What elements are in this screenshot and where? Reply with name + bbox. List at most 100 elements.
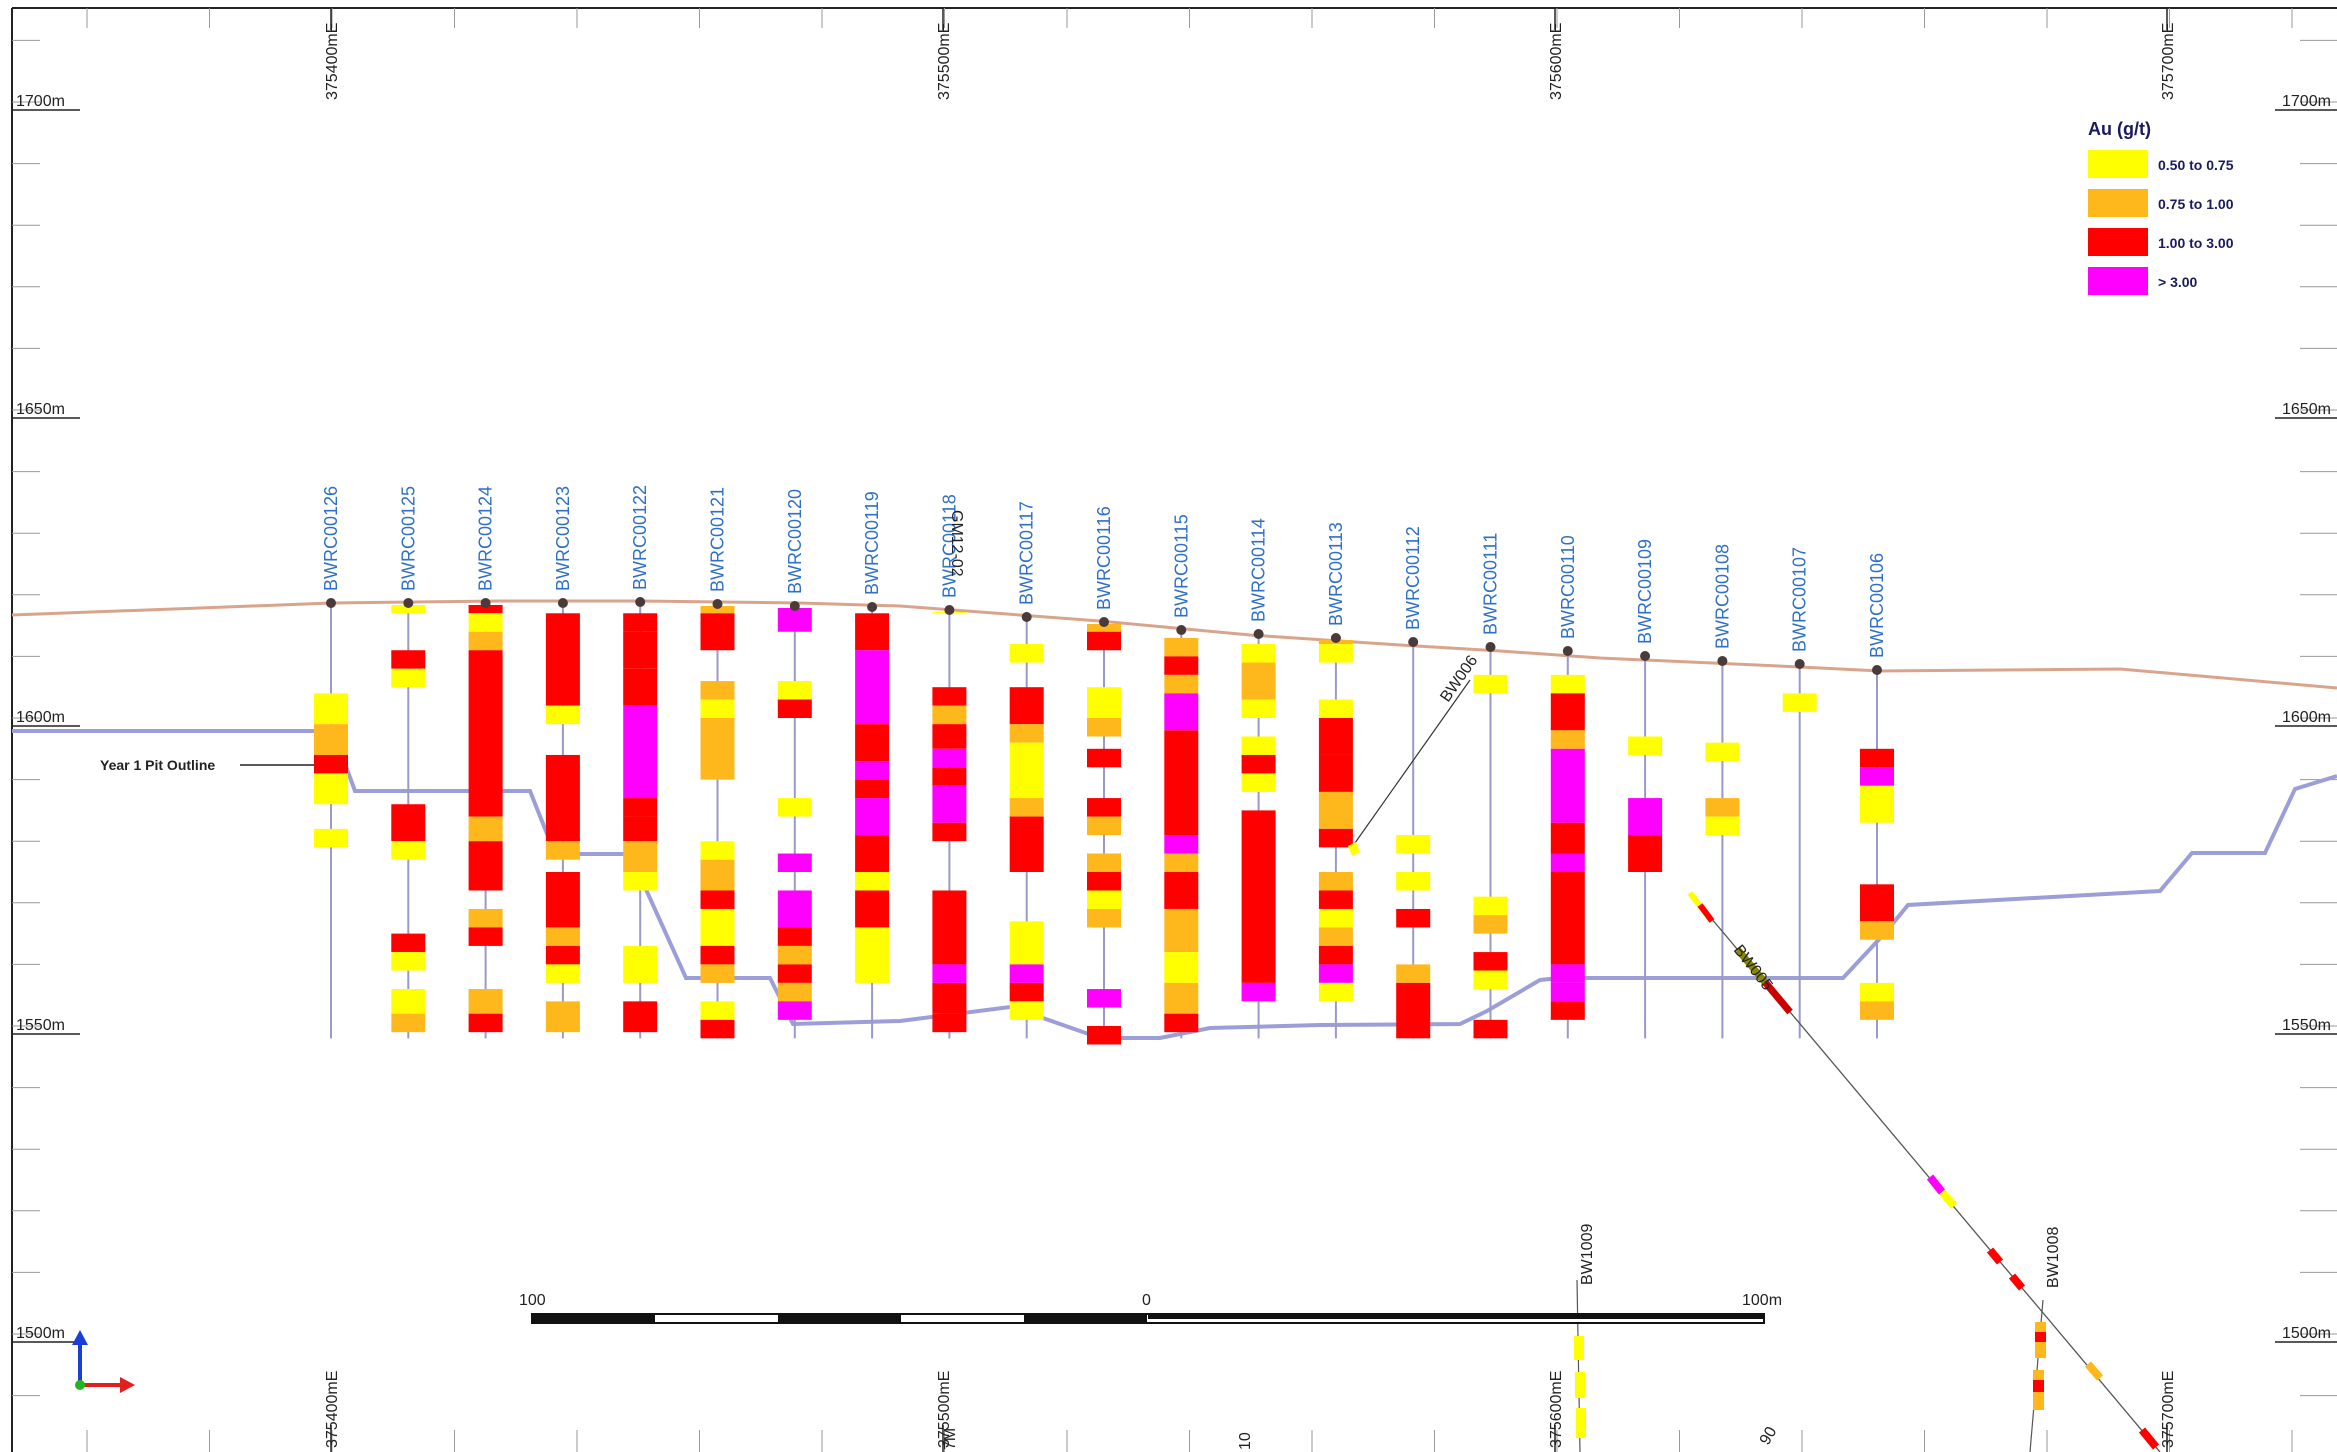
assay-interval <box>1628 835 1663 872</box>
assay-interval <box>391 952 426 971</box>
collar-marker <box>1872 665 1882 675</box>
assay-interval <box>777 982 812 1002</box>
collar-marker <box>1176 625 1187 635</box>
drillhole-traces: BWRC00126 BWRC00125 BWRC00124 BWRC00123 BWRC… <box>314 485 1894 1045</box>
pit-outline-label: Year 1 Pit Outline <box>100 757 215 773</box>
assay-interval <box>700 681 735 700</box>
drillhole-label: BWRC00109 <box>1635 539 1655 644</box>
easting-label-top: 375600mE <box>1548 23 1565 100</box>
assay-interval <box>1705 816 1740 836</box>
assay-interval <box>855 927 890 983</box>
drillhole-bwrc00113: BWRC00113 <box>1318 522 1353 1039</box>
legend-label: 1.00 to 3.00 <box>2158 235 2234 251</box>
assay-interval <box>391 668 426 688</box>
assay-interval <box>391 989 426 1014</box>
scale-bar: 100 0 100m <box>519 1292 1782 1324</box>
drillhole-bwrc00117: BWRC00117 <box>1009 501 1044 1039</box>
assay-interval <box>700 1019 735 1039</box>
assay-interval <box>623 668 658 706</box>
assay-interval <box>1318 754 1353 792</box>
assay-interval <box>1550 674 1585 694</box>
collar-marker <box>789 601 800 611</box>
assay-interval <box>1782 693 1817 712</box>
assay-interval <box>855 872 890 891</box>
easting-labels: 375400mE 375400mE 375500mE 375500mE 375600mE… <box>324 8 2177 1452</box>
assay-interval <box>1318 945 1353 965</box>
assay-interval <box>1473 674 1508 694</box>
assay-interval <box>1164 982 1199 1014</box>
assay-interval <box>700 699 735 718</box>
assay-interval <box>1241 754 1276 774</box>
assay-interval <box>623 841 658 872</box>
assay-interval <box>932 964 967 983</box>
assay-interval <box>1164 730 1199 836</box>
assay-interval <box>545 754 580 842</box>
drillhole-label: BWRC00106 <box>1867 553 1887 658</box>
assay-interval <box>777 890 812 928</box>
drillhole-label: BWRC00122 <box>630 485 650 590</box>
assay-interval <box>1473 896 1508 916</box>
assay-interval <box>391 841 426 860</box>
assay-interval <box>1009 742 1044 799</box>
collar-marker <box>1021 612 1032 622</box>
assay-interval <box>1164 637 1199 657</box>
assay-interval <box>1009 921 1044 965</box>
assay-interval <box>1473 970 1508 990</box>
assay-interval <box>1318 791 1353 829</box>
partial-hole-label: 7M <box>942 1428 959 1450</box>
au-grade-legend: Au (g/t) 0.50 to 0.75 0.75 to 1.00 1.00 to… <box>2088 119 2234 295</box>
assay-interval <box>314 693 348 725</box>
assay-interval <box>468 816 503 842</box>
assay-interval <box>1396 908 1431 928</box>
elevation-labels: 1700m 1700m 1650m 1650m 1600m 1600m 1550m 1550m… <box>12 93 2337 1343</box>
assay-interval <box>623 798 658 817</box>
drillhole-bwrc00114: BWRC00114 <box>1241 518 1276 1039</box>
easting-label-top: 375500mE <box>936 23 953 100</box>
easting-label-bottom: 375400mE <box>324 1371 341 1448</box>
assay-interval <box>1241 736 1276 755</box>
assay-interval <box>1860 884 1894 922</box>
angled-hole-gm12-02: GM12-02 <box>948 510 965 577</box>
assay-interval <box>468 927 503 946</box>
assay-interval <box>855 613 890 651</box>
assay-interval <box>468 650 503 817</box>
drillhole-label: BWRC00111 <box>1481 533 1501 635</box>
collar-marker <box>1330 633 1341 643</box>
drillhole-label: BWRC00123 <box>553 486 573 591</box>
assay-interval <box>468 631 503 651</box>
collar-marker <box>867 602 878 612</box>
assay-interval <box>623 872 658 891</box>
assay-interval <box>1318 718 1353 755</box>
assay-interval <box>1396 872 1431 891</box>
assay-interval <box>314 724 348 755</box>
drillhole-bwrc00118: BWRC00118 <box>932 494 967 1039</box>
assay-interval <box>855 835 890 872</box>
assay-interval <box>623 816 658 842</box>
drillhole-label: BWRC00116 <box>1094 506 1114 610</box>
assay-interval <box>1318 699 1353 718</box>
assay-interval <box>1087 1026 1121 1045</box>
assay-interval <box>700 606 735 614</box>
drillhole-label: BWRC00124 <box>476 486 496 591</box>
assay-interval <box>1087 687 1121 718</box>
assay-interval <box>777 681 812 700</box>
assay-interval <box>932 687 967 706</box>
section-grid <box>12 8 2337 1452</box>
elevation-label-right: 1550m <box>2282 1017 2331 1034</box>
elevation-label-left: 1550m <box>16 1017 65 1034</box>
assay-interval <box>1009 798 1044 817</box>
assay-interval <box>1241 982 1276 1002</box>
assay-interval <box>777 1001 812 1020</box>
assay-interval <box>1009 724 1044 743</box>
pit-outline-line <box>12 729 2337 1040</box>
drillhole-label: BWRC00113 <box>1326 522 1346 626</box>
collar-marker <box>1640 651 1651 661</box>
assay-interval <box>1164 835 1199 854</box>
assay-interval <box>932 767 967 786</box>
assay-interval <box>932 785 967 823</box>
assay-interval <box>1087 890 1121 909</box>
assay-interval <box>932 890 967 965</box>
assay-interval <box>777 798 812 817</box>
assay-interval <box>1550 872 1585 965</box>
